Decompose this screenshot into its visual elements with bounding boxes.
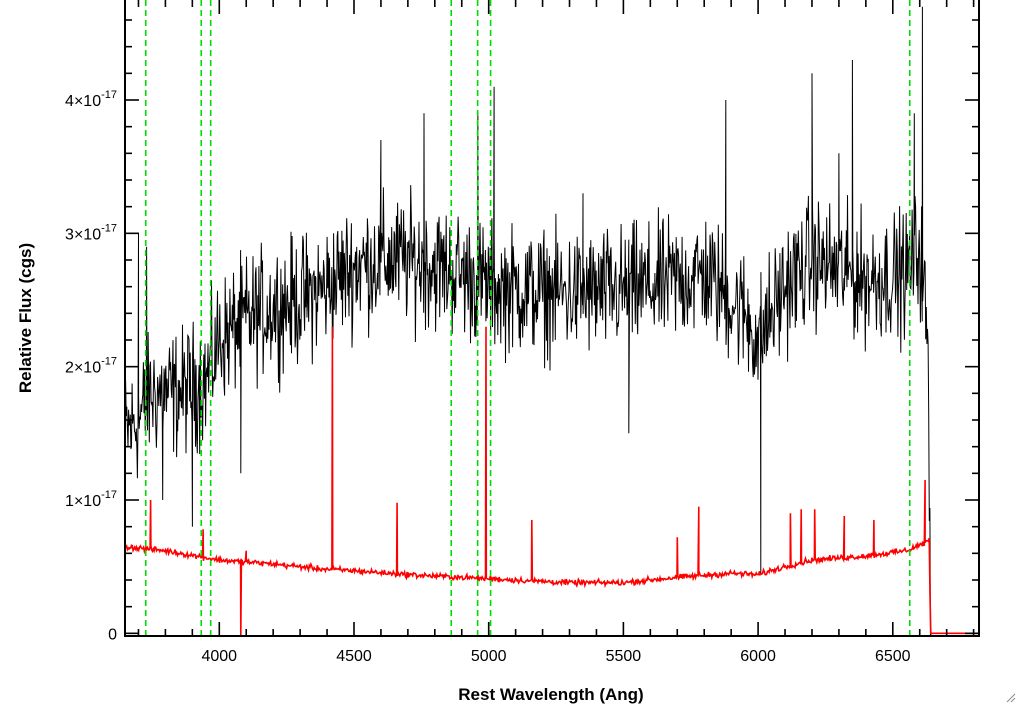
x-tick-label: 6500 bbox=[875, 648, 911, 665]
y-tick-label: 1×10-17 bbox=[65, 489, 117, 510]
x-axis-title: Rest Wavelength (Ang) bbox=[458, 685, 643, 704]
error-series-line bbox=[125, 326, 979, 636]
plot-frame bbox=[124, 0, 980, 637]
resize-grip-icon[interactable] bbox=[1004, 691, 1016, 703]
y-axis-title: Relative Flux (cgs) bbox=[16, 243, 35, 393]
x-tick-label: 5500 bbox=[606, 648, 642, 665]
plot-area bbox=[125, 0, 979, 636]
y-axis-ticks: 0 1×10-17 2×10-17 3×10-17 4×10-17 bbox=[65, 19, 979, 643]
y-tick-label: 3×10-17 bbox=[65, 222, 117, 243]
y-tick-label: 0 bbox=[108, 626, 117, 643]
spectrum-series-line bbox=[125, 6, 979, 636]
x-tick-label: 6000 bbox=[740, 648, 776, 665]
x-tick-label: 5000 bbox=[471, 648, 507, 665]
x-axis-ticks: 4000 4500 5000 5500 6000 6500 bbox=[137, 0, 975, 665]
emission-line-markers bbox=[144, 0, 911, 636]
x-tick-label: 4500 bbox=[336, 648, 372, 665]
y-tick-label: 4×10-17 bbox=[65, 89, 117, 110]
y-tick-label: 2×10-17 bbox=[65, 356, 117, 377]
x-tick-label: 4000 bbox=[201, 648, 237, 665]
